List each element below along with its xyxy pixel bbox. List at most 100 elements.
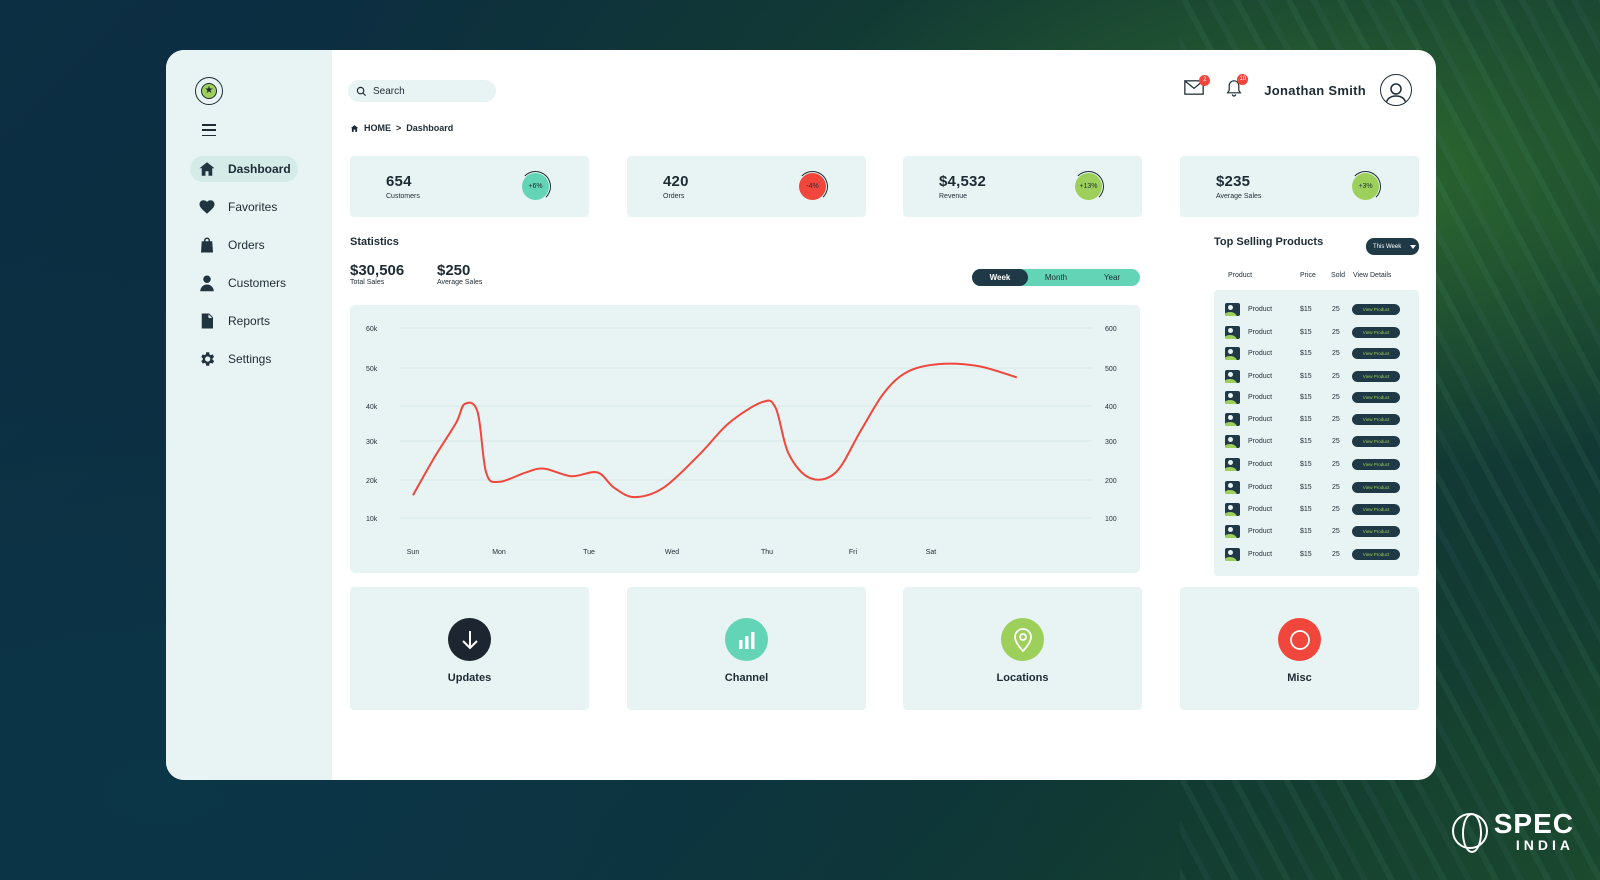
sidebar-item-customers[interactable]: Customers xyxy=(190,270,330,296)
product-image-icon xyxy=(1225,547,1240,561)
sidebar-item-favorites[interactable]: Favorites xyxy=(190,194,330,220)
globe-icon xyxy=(1451,813,1488,853)
brand-subname: INDIA xyxy=(1515,837,1574,853)
y-tick-label-left: 60k xyxy=(366,326,378,333)
product-sold: 25 xyxy=(1332,372,1340,380)
view-product-button[interactable]: View Product xyxy=(1352,303,1400,315)
circle-icon xyxy=(1278,618,1321,661)
view-product-button[interactable]: View Product xyxy=(1352,435,1400,447)
kpi-card-customers[interactable]: 654 Customers +6% xyxy=(350,156,589,217)
view-product-button[interactable]: View Product xyxy=(1352,458,1400,470)
view-product-button[interactable]: View Product xyxy=(1352,326,1400,338)
product-name: Product xyxy=(1248,460,1273,468)
period-toggle: Week Month Year xyxy=(972,269,1140,286)
tile-label: Channel xyxy=(724,672,769,684)
sidebar-item-label: Favorites xyxy=(228,200,278,214)
product-sold: 25 xyxy=(1332,393,1340,401)
view-product-button[interactable]: View Product xyxy=(1352,391,1400,403)
view-product-button[interactable]: View Product xyxy=(1352,525,1400,537)
x-tick-label: Tue xyxy=(583,549,595,556)
tile-channel[interactable]: Channel xyxy=(627,587,866,710)
search-bar[interactable] xyxy=(348,80,496,102)
kpi-change-badge: +13% xyxy=(1073,171,1104,202)
y-tick-label-right: 400 xyxy=(1105,404,1117,411)
search-input[interactable] xyxy=(373,85,483,97)
period-dropdown[interactable]: This Week xyxy=(1366,238,1419,255)
app-logo[interactable]: ★ xyxy=(195,77,223,105)
mail-button[interactable]: 2 xyxy=(1184,75,1211,100)
product-price: $15 xyxy=(1300,393,1312,401)
product-sold: 25 xyxy=(1332,505,1340,513)
table-row: Product $15 25 View Product xyxy=(1214,523,1419,539)
x-tick-label: Sat xyxy=(926,549,937,556)
sidebar-item-dashboard[interactable]: Dashboard xyxy=(190,156,298,182)
star-icon: ★ xyxy=(201,83,217,99)
line-chart: 60k 600 50k 500 40k 400 30k 300 20k 200 10k 100 Sun M… xyxy=(366,326,1117,556)
kpi-card-orders[interactable]: 420 Orders -4% xyxy=(627,156,866,217)
bell-icon xyxy=(1226,79,1242,97)
kpi-value: $235 xyxy=(1216,173,1251,190)
table-row: Product $15 25 View Product xyxy=(1214,368,1419,384)
product-image-icon xyxy=(1225,369,1240,383)
table-row: Product $15 25 View Product xyxy=(1214,345,1419,361)
tile-locations[interactable]: Locations xyxy=(903,587,1142,710)
kpi-change-badge: -4% xyxy=(797,171,828,202)
heart-icon xyxy=(199,200,215,214)
product-price: $15 xyxy=(1300,460,1312,468)
kpi-card-average-sales[interactable]: $235 Average Sales +3% xyxy=(1180,156,1419,217)
product-image-icon xyxy=(1225,302,1240,316)
sidebar: ★ Dashboard Favorites Orders Customers R… xyxy=(166,50,332,780)
kpi-change-badge: +3% xyxy=(1350,171,1381,202)
kpi-card-revenue[interactable]: $4,532 Revenue +13% xyxy=(903,156,1142,217)
tab-week[interactable]: Week xyxy=(972,269,1028,286)
product-sold: 25 xyxy=(1332,550,1340,558)
user-name[interactable]: Jonathan Smith xyxy=(1264,82,1366,98)
column-header: View Details xyxy=(1353,272,1392,279)
view-product-button[interactable]: View Product xyxy=(1352,413,1400,425)
top-selling-list: Product $15 25 View Product Product $15 25 View… xyxy=(1214,290,1419,576)
tile-misc[interactable]: Misc xyxy=(1180,587,1419,710)
sidebar-nav: Dashboard Favorites Orders Customers Rep… xyxy=(190,156,330,384)
tab-month[interactable]: Month xyxy=(1044,273,1068,282)
shopping-bag-icon xyxy=(201,237,213,253)
product-name: Product xyxy=(1248,393,1273,401)
x-tick-label: Thu xyxy=(761,549,773,556)
product-sold: 25 xyxy=(1332,415,1340,423)
view-product-button[interactable]: View Product xyxy=(1352,548,1400,560)
product-image-icon xyxy=(1225,325,1240,339)
product-price: $15 xyxy=(1300,328,1312,336)
view-product-button[interactable]: View Product xyxy=(1352,481,1400,493)
main-content: 2 10 Jonathan Smith HOME > Dashboard 654… xyxy=(332,50,1436,780)
view-product-button[interactable]: View Product xyxy=(1352,503,1400,515)
arrow-down-icon xyxy=(448,618,491,661)
table-row: Product $15 25 View Product xyxy=(1214,433,1419,449)
gear-icon xyxy=(201,352,215,366)
table-row: Product $15 25 View Product xyxy=(1214,479,1419,495)
avatar[interactable] xyxy=(1380,74,1412,106)
hamburger-menu-icon[interactable] xyxy=(202,124,216,136)
breadcrumb: HOME > Dashboard xyxy=(350,123,453,133)
tile-updates[interactable]: Updates xyxy=(350,587,589,710)
sidebar-item-settings[interactable]: Settings xyxy=(190,346,330,372)
y-tick-label-right: 200 xyxy=(1105,478,1117,485)
table-row: Product $15 25 View Product xyxy=(1214,389,1419,405)
product-name: Product xyxy=(1248,372,1273,380)
product-sold: 25 xyxy=(1332,328,1340,336)
tab-year[interactable]: Year xyxy=(1103,273,1121,282)
view-product-button[interactable]: View Product xyxy=(1352,370,1400,382)
sidebar-item-reports[interactable]: Reports xyxy=(190,308,330,334)
document-icon xyxy=(201,313,213,329)
search-icon xyxy=(356,86,367,96)
average-sales-label: Average Sales xyxy=(437,279,483,286)
view-product-button[interactable]: View Product xyxy=(1352,347,1400,359)
y-tick-label-left: 10k xyxy=(366,516,378,523)
product-sold: 25 xyxy=(1332,305,1340,313)
breadcrumb-current: Dashboard xyxy=(406,123,454,133)
product-price: $15 xyxy=(1300,505,1312,513)
x-tick-label: Wed xyxy=(665,549,679,556)
y-tick-label-left: 40k xyxy=(366,404,378,411)
notifications-button[interactable]: 10 xyxy=(1226,73,1249,102)
product-image-icon xyxy=(1225,480,1240,494)
breadcrumb-home[interactable]: HOME xyxy=(364,123,391,133)
sidebar-item-orders[interactable]: Orders xyxy=(190,232,330,258)
